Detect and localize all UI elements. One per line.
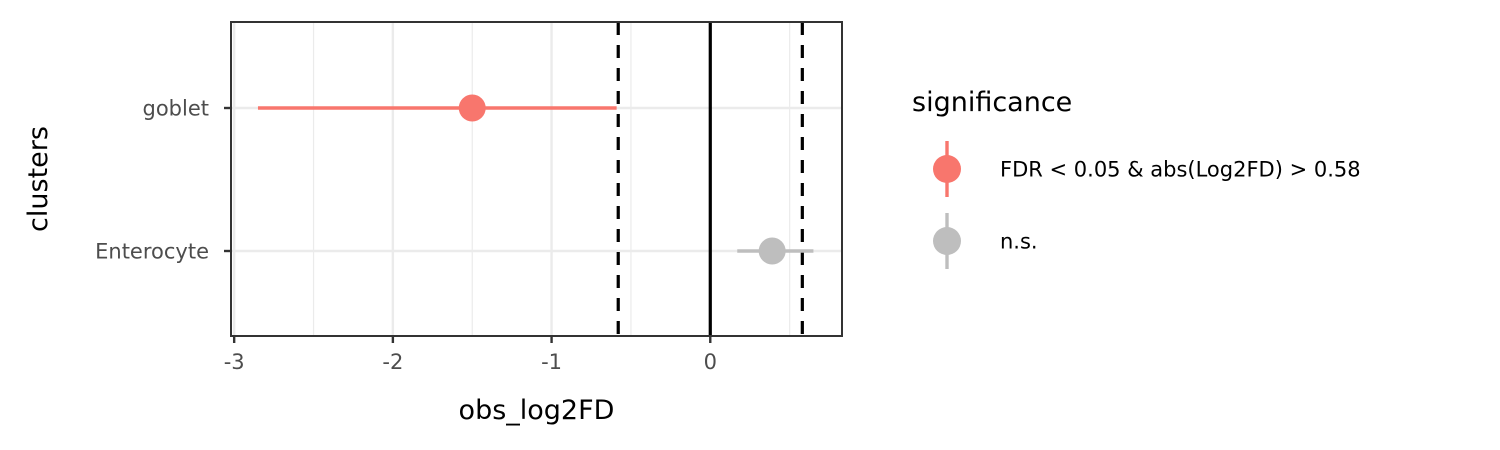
data-point: [758, 237, 786, 265]
y-tick-label: Enterocyte: [95, 240, 209, 264]
x-axis-title: obs_log2FD: [459, 395, 615, 426]
legend: significance FDR < 0.05 & abs(Log2FD) > …: [912, 87, 1361, 269]
legend-label: n.s.: [1000, 230, 1038, 254]
chart-marks: [257, 94, 814, 265]
legend-title: significance: [912, 87, 1072, 118]
legend-key-point: [933, 227, 961, 255]
grid-lines: [231, 22, 842, 336]
axes: -3 -2 -1 0 goblet Enterocyte: [95, 97, 717, 375]
x-tick-label: -1: [541, 350, 562, 374]
x-tick-label: -3: [224, 350, 245, 374]
y-tick-label: goblet: [143, 97, 210, 121]
y-axis-title: clusters: [23, 126, 54, 232]
legend-label: FDR < 0.05 & abs(Log2FD) > 0.58: [1000, 158, 1361, 182]
data-point: [458, 94, 486, 122]
legend-key-point: [933, 155, 961, 183]
x-tick-label: -2: [382, 350, 403, 374]
x-tick-label: 0: [704, 350, 717, 374]
panel-border: [230, 21, 843, 337]
reference-lines: [616, 22, 804, 336]
